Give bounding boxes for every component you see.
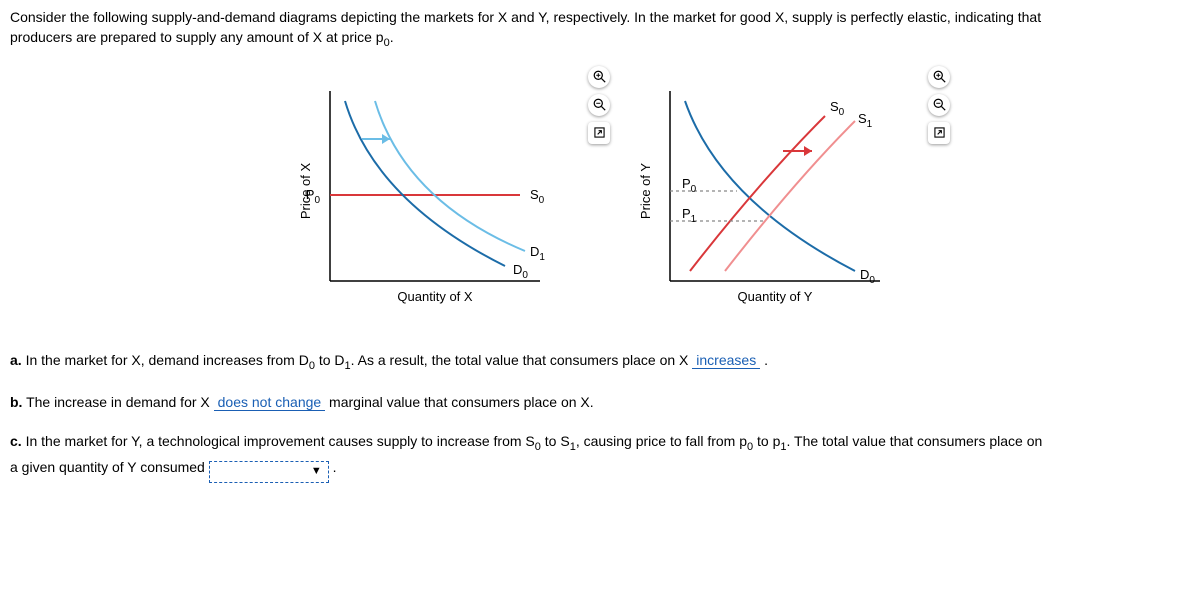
d0-curve: [345, 101, 505, 266]
charts-row: Price of X Quantity of X P0 S0 D0 D1: [10, 61, 1190, 324]
zoom-in-icon[interactable]: [928, 66, 950, 88]
chart-x-svg: Price of X Quantity of X P0 S0 D0 D1: [290, 61, 570, 321]
chart-x: Price of X Quantity of X P0 S0 D0 D1: [290, 61, 570, 324]
d1-curve: [375, 101, 525, 251]
svg-text:D0: D0: [860, 267, 875, 286]
intro-line1: Consider the following supply-and-demand…: [10, 9, 1041, 25]
expand-icon[interactable]: [928, 122, 950, 144]
answer-a[interactable]: increases: [692, 352, 760, 369]
svg-text:D0: D0: [513, 262, 528, 281]
svg-text:S0: S0: [530, 187, 545, 206]
svg-text:D1: D1: [530, 244, 545, 263]
answer-b[interactable]: does not change: [214, 394, 326, 411]
chart-x-xlabel: Quantity of X: [397, 289, 472, 304]
expand-icon[interactable]: [588, 122, 610, 144]
intro-text: Consider the following supply-and-demand…: [10, 8, 1190, 51]
svg-text:P1: P1: [682, 206, 697, 225]
svg-text:S1: S1: [858, 111, 873, 130]
qa-label: a.: [10, 352, 22, 368]
question-c: c. In the market for Y, a technological …: [10, 430, 1190, 483]
s1-curve: [725, 121, 855, 271]
chart-y: Price of Y Quantity of Y D0 S0 S1 P0 P1: [630, 61, 910, 324]
question-a: a. In the market for X, demand increases…: [10, 349, 1190, 375]
chart-y-tools: [928, 66, 950, 144]
chevron-down-icon: ▼: [311, 463, 322, 481]
s0-curve: [690, 116, 825, 271]
intro-line2end: .: [390, 29, 394, 45]
qc-label: c.: [10, 433, 22, 449]
chart-y-svg: Price of Y Quantity of Y D0 S0 S1 P0 P1: [630, 61, 910, 321]
qb-label: b.: [10, 394, 22, 410]
zoom-out-icon[interactable]: [928, 94, 950, 116]
chart-x-tools: [588, 66, 610, 144]
answer-c-dropdown[interactable]: ▼: [209, 461, 329, 483]
chart-y-xlabel: Quantity of Y: [738, 289, 813, 304]
zoom-out-icon[interactable]: [588, 94, 610, 116]
svg-text:P0: P0: [682, 176, 697, 195]
zoom-in-icon[interactable]: [588, 66, 610, 88]
intro-line2a: producers are prepared to supply any amo…: [10, 29, 384, 45]
svg-text:S0: S0: [830, 99, 845, 118]
questions: a. In the market for X, demand increases…: [10, 349, 1190, 483]
question-b: b. The increase in demand for X does not…: [10, 391, 1190, 413]
chart-y-ylabel: Price of Y: [638, 162, 653, 218]
